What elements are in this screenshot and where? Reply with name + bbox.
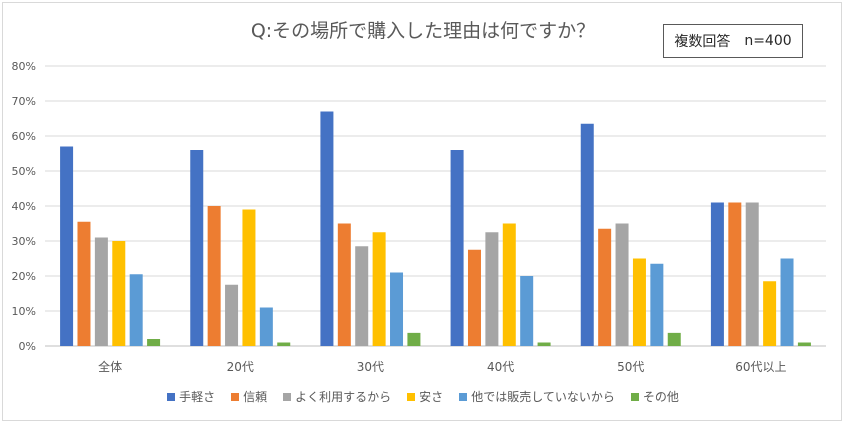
y-tick-label: 20% — [12, 270, 36, 283]
legend-swatch — [283, 392, 292, 401]
bar — [650, 263, 664, 346]
legend-item: その他 — [630, 388, 679, 405]
bar — [537, 342, 551, 346]
bar — [129, 274, 143, 346]
bar — [520, 276, 534, 346]
legend-label: よく利用するから — [295, 390, 392, 404]
bar — [502, 223, 516, 346]
bar — [632, 258, 646, 346]
x-tick-label: 30代 — [357, 360, 384, 374]
legend-label: 手軽さ — [179, 390, 216, 404]
bar — [94, 237, 108, 346]
y-tick-label: 0% — [19, 340, 36, 353]
bar — [728, 202, 742, 346]
note-sample-size: n=400 — [744, 33, 792, 49]
x-tick-label: 全体 — [98, 359, 122, 374]
bar — [407, 332, 421, 346]
bar — [242, 209, 256, 346]
bar — [390, 272, 404, 346]
chart-frame — [2, 2, 842, 421]
bar — [450, 150, 464, 346]
legend-swatch — [167, 392, 176, 401]
legend-swatch — [630, 392, 639, 401]
legend-swatch — [407, 392, 416, 401]
y-tick-label: 30% — [12, 235, 36, 248]
y-tick-label: 60% — [12, 130, 36, 143]
bar — [320, 111, 334, 346]
legend-label: 信頼 — [243, 390, 268, 404]
legend-item: よく利用するから — [283, 388, 391, 405]
y-tick-label: 40% — [12, 200, 36, 213]
bar — [77, 221, 91, 346]
legend-label: 他では販売していないから — [471, 390, 615, 404]
bar — [745, 202, 759, 346]
y-tick-label: 70% — [12, 95, 36, 108]
legend-label: その他 — [642, 390, 679, 404]
legend-item: 信頼 — [231, 388, 267, 405]
bar — [112, 241, 126, 346]
legend: 手軽さ 信頼 よく利用するから 安さ 他では販売していないから その他 — [0, 388, 846, 405]
chart-title: Q:その場所で購入した理由は何ですか？ — [250, 20, 596, 42]
bar — [225, 284, 239, 346]
y-tick-label: 80% — [12, 60, 36, 73]
legend-label: 安さ — [419, 390, 444, 404]
legend-item: 安さ — [407, 388, 443, 405]
bar — [277, 342, 291, 346]
legend-item: 他では販売していないから — [459, 388, 615, 405]
bar — [485, 232, 499, 346]
bar — [780, 258, 794, 346]
bar — [615, 223, 629, 346]
bar — [147, 339, 161, 346]
legend-item: 手軽さ — [167, 388, 215, 405]
bar — [372, 232, 386, 346]
x-tick-label: 40代 — [487, 360, 514, 374]
note-label: 複数回答 — [674, 34, 731, 50]
legend-swatch — [231, 392, 240, 401]
bar — [467, 249, 481, 346]
legend-swatch — [459, 392, 468, 401]
bar — [190, 150, 204, 346]
bar — [710, 202, 724, 346]
y-tick-label: 10% — [12, 305, 36, 318]
bar — [355, 246, 369, 346]
sample-note-box: 複数回答 n=400 — [663, 24, 803, 58]
bar — [598, 228, 612, 346]
bar — [667, 332, 681, 346]
y-tick-label: 50% — [12, 165, 36, 178]
x-tick-label: 50代 — [617, 360, 644, 374]
x-tick-label: 20代 — [227, 360, 254, 374]
bar — [337, 223, 351, 346]
bar — [259, 307, 273, 346]
bar — [580, 123, 594, 346]
bar — [207, 206, 221, 346]
bar — [763, 281, 777, 346]
x-tick-label: 60代以上 — [735, 360, 786, 374]
bar — [797, 342, 811, 346]
bar — [60, 146, 74, 346]
